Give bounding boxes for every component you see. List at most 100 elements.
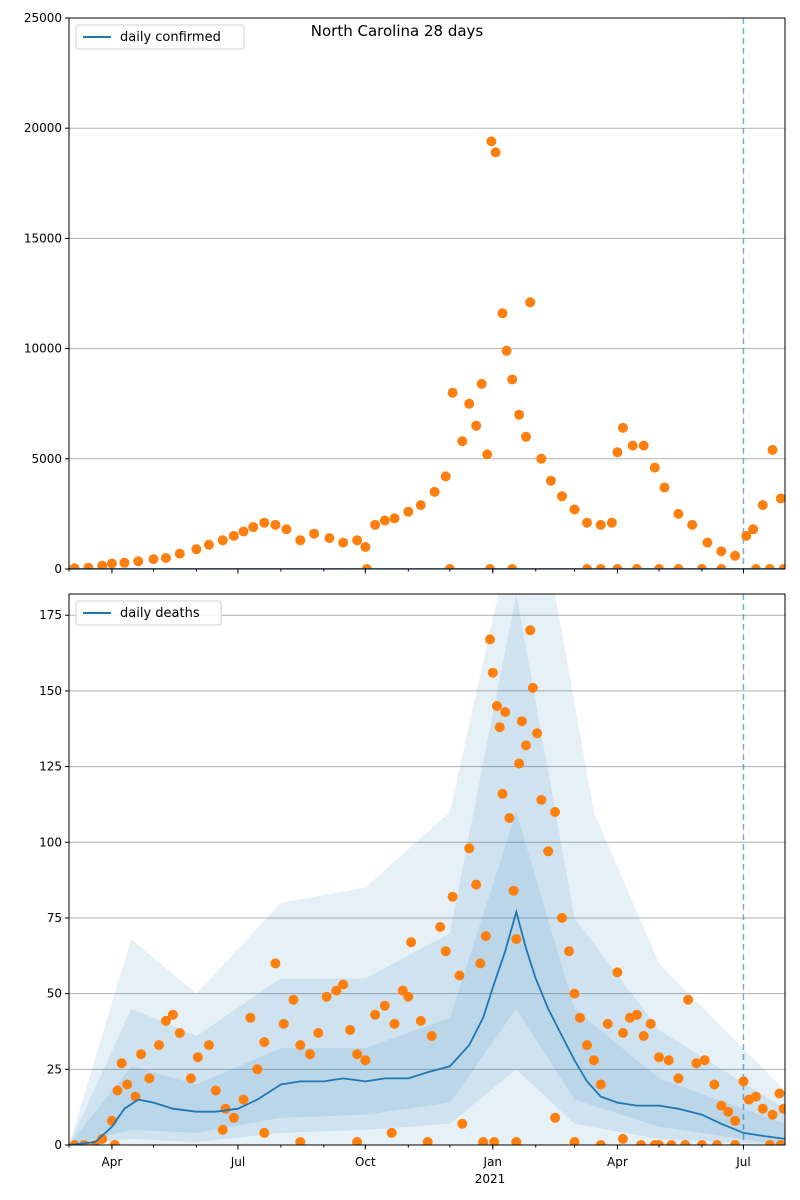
y-tick-label: 25000	[24, 11, 62, 25]
data-point	[435, 922, 446, 932]
y-tick-label: 15000	[24, 231, 62, 245]
data-point	[557, 912, 567, 923]
data-point	[775, 493, 785, 504]
data-point	[775, 1140, 785, 1145]
data-point	[259, 1127, 270, 1138]
data-point	[757, 500, 768, 511]
data-point	[457, 436, 468, 447]
data-point	[750, 564, 761, 569]
data-point	[636, 1140, 646, 1145]
data-point	[228, 1112, 239, 1123]
data-point	[324, 533, 335, 544]
data-point	[680, 1140, 691, 1145]
series-line	[69, 908, 785, 1145]
data-point	[764, 564, 775, 569]
y-tick-label: 150	[39, 684, 62, 698]
data-point	[238, 1094, 249, 1105]
data-point	[730, 1115, 741, 1126]
data-point	[83, 562, 94, 569]
data-point	[174, 1028, 185, 1038]
data-point	[612, 447, 623, 458]
data-point	[778, 564, 785, 569]
data-point	[167, 1009, 178, 1020]
data-point	[618, 1028, 628, 1038]
data-point	[489, 1137, 500, 1145]
y-tick-label: 20000	[24, 121, 62, 135]
data-point	[471, 420, 482, 431]
data-point	[507, 564, 518, 569]
data-point	[696, 564, 707, 569]
axes-frame	[68, 593, 786, 1146]
y-tick-label: 25	[47, 1062, 62, 1076]
data-point	[192, 1052, 203, 1063]
legend-label: daily confirmed	[120, 30, 221, 45]
data-point	[618, 1133, 628, 1144]
data-point	[582, 517, 592, 528]
data-point	[259, 1037, 270, 1048]
data-point	[160, 553, 171, 563]
data-point	[370, 1009, 381, 1020]
uncertainty-band	[69, 594, 785, 1145]
x-tick-label: Jan	[483, 1155, 503, 1169]
data-point	[595, 519, 606, 530]
data-point	[259, 517, 270, 528]
data-point	[389, 1018, 400, 1029]
data-point	[203, 539, 214, 550]
data-point	[612, 564, 623, 569]
data-point	[252, 1064, 263, 1075]
data-point	[379, 1000, 390, 1011]
x-tick-label: Apr	[607, 1155, 628, 1169]
data-point	[631, 1009, 642, 1020]
data-point	[606, 517, 617, 528]
data-point	[514, 409, 525, 420]
data-point	[485, 634, 495, 645]
data-point	[778, 1103, 785, 1114]
x-tick-label: Jul	[230, 1155, 245, 1169]
data-point	[352, 1049, 363, 1060]
data-point	[444, 564, 455, 569]
data-point	[687, 519, 698, 530]
data-point	[730, 1140, 741, 1145]
data-point	[543, 846, 554, 857]
data-point	[673, 508, 684, 519]
data-point	[638, 440, 649, 451]
data-point	[281, 524, 292, 535]
data-point	[426, 1031, 437, 1041]
uncertainty-band	[69, 812, 785, 1145]
data-point	[210, 1085, 221, 1096]
data-point	[475, 958, 486, 969]
data-point	[500, 707, 511, 718]
data-point	[191, 544, 202, 555]
data-point	[160, 1015, 171, 1026]
plot-area	[69, 594, 785, 1145]
data-point	[494, 722, 505, 733]
data-point	[457, 1118, 468, 1129]
data-point	[497, 308, 508, 319]
data-point	[464, 398, 475, 409]
data-point	[487, 667, 498, 678]
data-point	[270, 958, 281, 969]
data-point	[480, 931, 491, 942]
data-point	[485, 564, 495, 569]
data-point	[403, 506, 414, 517]
data-point	[569, 1137, 580, 1145]
data-point	[403, 991, 414, 1002]
data-point	[712, 1140, 723, 1145]
data-point	[521, 740, 531, 751]
x-year-label: 2021	[475, 1172, 506, 1186]
data-point	[638, 1031, 649, 1041]
data-point	[741, 530, 752, 541]
data-point	[550, 1112, 561, 1123]
data-point	[564, 946, 574, 957]
data-point	[295, 1040, 306, 1051]
data-point	[595, 1140, 606, 1145]
data-point	[338, 537, 349, 548]
data-point	[645, 1018, 656, 1029]
data-point	[595, 564, 606, 569]
data-point	[386, 1127, 397, 1138]
data-point	[757, 1103, 768, 1114]
plot-area	[69, 18, 785, 569]
data-point	[338, 979, 349, 990]
data-point	[602, 1018, 613, 1029]
data-point	[525, 297, 536, 308]
